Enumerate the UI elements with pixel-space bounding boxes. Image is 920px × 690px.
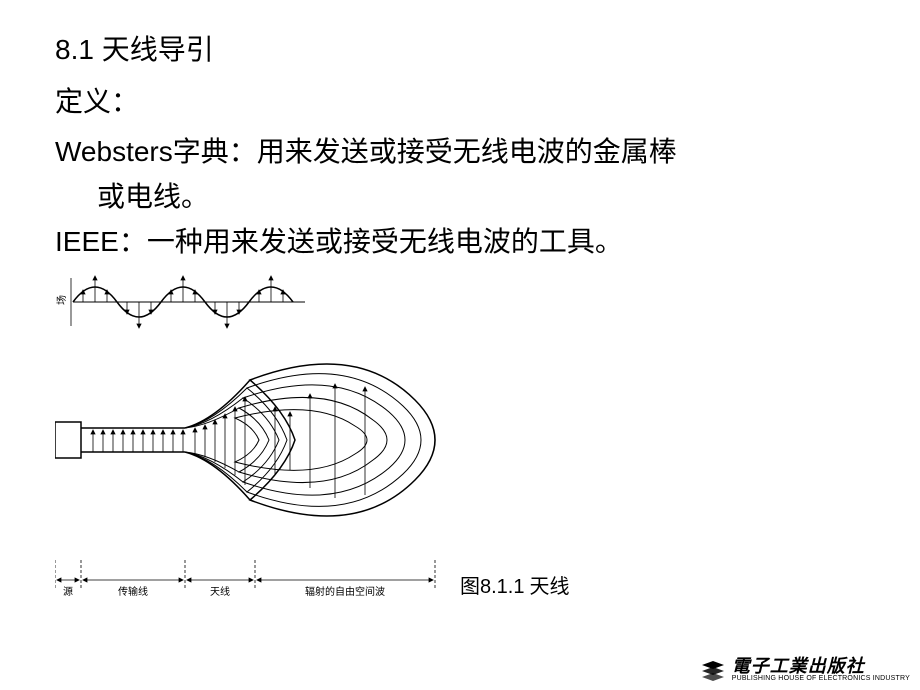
section-title: 天线导引 (102, 34, 214, 65)
ieee-text: ：一种用来发送或接受无线电波的工具。 (119, 227, 623, 258)
region-markers: 源 传输线 天线 辐射的自由空间波 (55, 560, 435, 598)
webster-prefix: Websters (55, 136, 173, 167)
field-wave: 场 (55, 276, 305, 328)
caption-number: 8.1.1 (480, 576, 524, 598)
definition-label: 定义： (55, 80, 870, 120)
antenna-diagram: 场 (55, 270, 455, 600)
section-number: 8.1 (55, 34, 94, 65)
ieee-definition: IEEE：一种用来发送或接受无线电波的工具。 (55, 222, 870, 264)
webster-definition-line2: 或电线。 (55, 178, 870, 219)
publisher-logo-icon (700, 659, 726, 681)
region-source: 源 (63, 585, 73, 598)
antenna-main (55, 364, 435, 516)
publisher-name-cn: 電子工業出版社 (732, 657, 910, 675)
caption-text: 天线 (529, 576, 569, 598)
region-antenna: 天线 (210, 585, 230, 598)
publisher-name-en: PUBLISHING HOUSE OF ELECTRONICS INDUSTRY (732, 675, 910, 682)
webster-definition-line1: Websters字典：用来发送或接受无线电波的金属棒 (55, 132, 870, 174)
region-transmission: 传输线 (118, 585, 148, 598)
webster-text1: 字典：用来发送或接受无线电波的金属棒 (173, 137, 677, 168)
section-heading: 8.1 天线导引 (55, 28, 870, 68)
publisher-mark: 電子工業出版社 PUBLISHING HOUSE OF ELECTRONICS … (700, 657, 910, 682)
caption-prefix: 图 (460, 576, 480, 598)
figure-caption: 图8.1.1 天线 (460, 570, 569, 599)
field-axis-label: 场 (55, 295, 68, 305)
region-freespace: 辐射的自由空间波 (305, 585, 385, 598)
ieee-prefix: IEEE (55, 226, 119, 257)
